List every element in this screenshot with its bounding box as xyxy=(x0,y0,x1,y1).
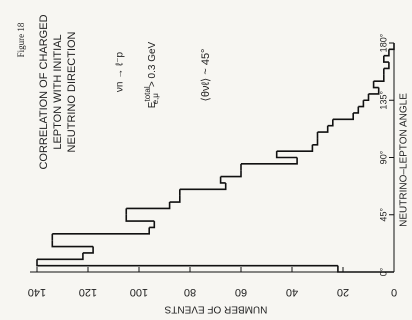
histogram-bin xyxy=(332,112,354,121)
histogram-bin xyxy=(388,43,395,51)
annotation-part: > 0.3 GeV xyxy=(147,41,158,87)
annotation: Etotale,μ > 0.3 GeV xyxy=(143,41,160,108)
y-tick-label: 60 xyxy=(235,286,247,298)
histogram-bin xyxy=(52,227,150,235)
annotation: ⟨θνℓ⟩ ~ 45° xyxy=(200,49,212,102)
histogram-bin xyxy=(219,176,226,184)
annotation-part: e,μ xyxy=(151,93,160,105)
histogram-bin xyxy=(51,240,94,248)
histogram-bin xyxy=(276,144,314,152)
title-line: NEUTRINO DIRECTION xyxy=(66,31,78,152)
y-axis-title: NUMBER OF EVENTS xyxy=(164,303,267,314)
histogram-bin xyxy=(317,125,329,133)
histogram-bin xyxy=(169,195,181,203)
histogram-bin xyxy=(363,93,370,102)
histogram-bin xyxy=(36,259,338,267)
y-tick-label: 20 xyxy=(337,286,349,298)
title-line: CORRELATION OF CHARGED xyxy=(38,14,50,169)
annotation-part: total xyxy=(143,86,152,101)
histogram-bin xyxy=(312,138,319,146)
histogram-bin xyxy=(220,170,242,178)
y-tick-label: 120 xyxy=(79,286,97,298)
histogram-bin xyxy=(275,151,298,159)
y-tick-label: 100 xyxy=(130,286,148,298)
annotation-part: E xyxy=(147,101,158,108)
y-tick-label: 80 xyxy=(184,286,196,298)
histogram-bin xyxy=(358,100,365,108)
histogram-bin xyxy=(368,87,380,95)
y-tick-label: 140 xyxy=(28,286,46,298)
x-tick-label: 180° xyxy=(378,33,388,52)
histogram-bin xyxy=(337,265,394,273)
x-tick-label: 90° xyxy=(378,150,388,164)
histogram-bin xyxy=(37,252,84,261)
histogram-bin xyxy=(179,182,227,191)
x-tick-label: 135° xyxy=(378,91,388,110)
histogram-bin xyxy=(353,106,360,114)
histogram-bin xyxy=(241,157,298,165)
figure-label: Figure 18 xyxy=(16,22,26,57)
histogram-bin xyxy=(383,62,390,70)
histogram-bin xyxy=(82,246,94,254)
histogram-bin xyxy=(383,49,390,57)
y-tick-label: 0 xyxy=(391,286,397,298)
histogram-bin xyxy=(125,214,155,222)
y-tick-label: 40 xyxy=(286,286,298,298)
histogram-bin xyxy=(383,55,389,63)
x-tick-label: 45° xyxy=(378,208,388,222)
histogram-bin xyxy=(372,81,379,89)
histogram-bin xyxy=(126,202,171,210)
histogram-bin xyxy=(327,119,334,127)
title-line: LEPTON WITH INITIAL xyxy=(52,34,64,149)
histogram-bin xyxy=(373,74,385,82)
x-axis-title: NEUTRINO–LEPTON ANGLE xyxy=(399,93,410,227)
histogram-bin xyxy=(149,221,156,229)
annotation: νn → ℓ⁻p xyxy=(115,51,126,92)
